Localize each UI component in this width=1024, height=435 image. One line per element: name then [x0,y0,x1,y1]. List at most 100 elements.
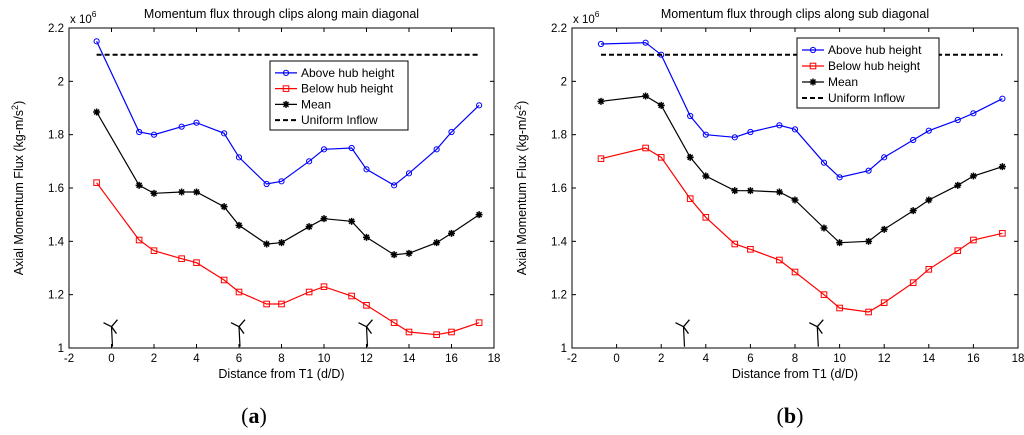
x-tick-label: 10 [318,353,331,365]
legend-label: Uniform Inflow [828,91,905,105]
chart-title: Momentum flux through clips along sub di… [661,7,929,21]
data-point [320,215,328,223]
data-point [348,292,355,300]
data-point [448,328,455,336]
data-point [178,188,186,196]
data-point [865,308,872,316]
y-multiplier: x 106 [70,9,97,26]
data-point [320,146,328,153]
series-line [600,95,1003,244]
turbine-blade [111,319,118,328]
data-point [999,230,1006,237]
legend-label: Mean [301,97,331,111]
data-point [998,163,1006,171]
data-point [263,240,271,248]
turbine-blade [816,319,824,328]
turbine-tower [682,326,686,347]
x-tick-label: 12 [878,353,891,365]
x-tick-label: 8 [278,353,284,365]
data-point [776,256,783,264]
data-point [731,187,739,195]
y-multiplier: x 106 [573,9,600,26]
data-point [954,116,961,124]
data-point [150,247,158,254]
data-point [348,144,355,152]
x-tick-label: 2 [658,353,664,365]
data-point [433,146,440,153]
turbine-icon [230,319,246,347]
data-point [702,172,710,180]
data-point [475,319,483,326]
data-point [865,237,873,245]
y-axis-label: Axial Momentum Flux (kg-m/s2) [10,101,26,276]
data-point [363,166,370,173]
data-point [93,108,101,116]
legend-label: Above hub height [828,43,922,57]
data-point [642,92,650,100]
legend-marker [282,100,290,108]
turbine-tower [110,326,114,347]
data-point [642,144,649,152]
data-point [702,214,710,221]
turbine-icon [809,319,824,347]
data-point [925,196,933,204]
turbine-blade [358,322,367,328]
data-point [448,229,455,237]
x-tick-label: 2 [151,353,157,365]
data-point [220,276,228,284]
data-point [305,223,313,231]
turbine-blade [103,322,112,328]
x-axis-label: Distance from T1 (d/D) [732,367,858,381]
data-point [642,39,649,46]
legend-marker [809,62,817,70]
data-point [150,189,158,197]
series-line [600,147,1003,313]
y-tick-label: 1 [58,343,64,355]
series-line [96,41,480,187]
data-point [775,188,783,196]
legend-marker [282,69,290,76]
caption-a: (a) [241,403,267,428]
x-tick-label: 18 [488,353,501,365]
data-point [597,40,605,48]
y-tick-label: 1.4 [48,236,65,248]
turbine-tower [238,326,241,347]
turbine-blade [365,326,373,335]
turbine-blade [366,319,373,328]
legend-label: Below hub height [301,82,394,96]
legend-label: Mean [828,75,858,89]
x-axis-label: Distance from T1 (d/D) [218,367,344,381]
y-tick-label: 2 [58,76,64,88]
legend-label: Above hub height [301,66,395,80]
data-point [263,180,270,188]
data-point [363,233,370,241]
data-point [278,239,285,247]
data-point [791,196,799,204]
legend-label: Uniform Inflow [301,113,378,127]
data-point [597,97,605,105]
data-point [686,195,694,202]
data-point [476,102,483,109]
data-point [405,328,413,336]
x-tick-label: 0 [108,353,114,365]
data-point [193,188,200,196]
y-tick-label: 1.6 [48,183,64,195]
data-point [348,217,356,225]
y-tick-label: 1.2 [48,290,64,302]
data-point [320,283,328,290]
data-point [791,268,799,276]
turbine-blade [230,322,240,328]
data-point [136,128,143,136]
data-point [433,239,441,247]
data-point [306,158,313,165]
turbine-icon [358,319,373,347]
data-point [93,38,100,45]
data-point [475,211,483,219]
legend-label: Below hub height [828,59,921,73]
y-tick-label: 1.6 [551,183,567,195]
chart-panel-main-diagonal: Momentum flux through clips along main d… [10,7,500,381]
x-tick-label: 12 [360,353,373,365]
data-point [135,236,143,244]
legend-marker [282,85,290,92]
